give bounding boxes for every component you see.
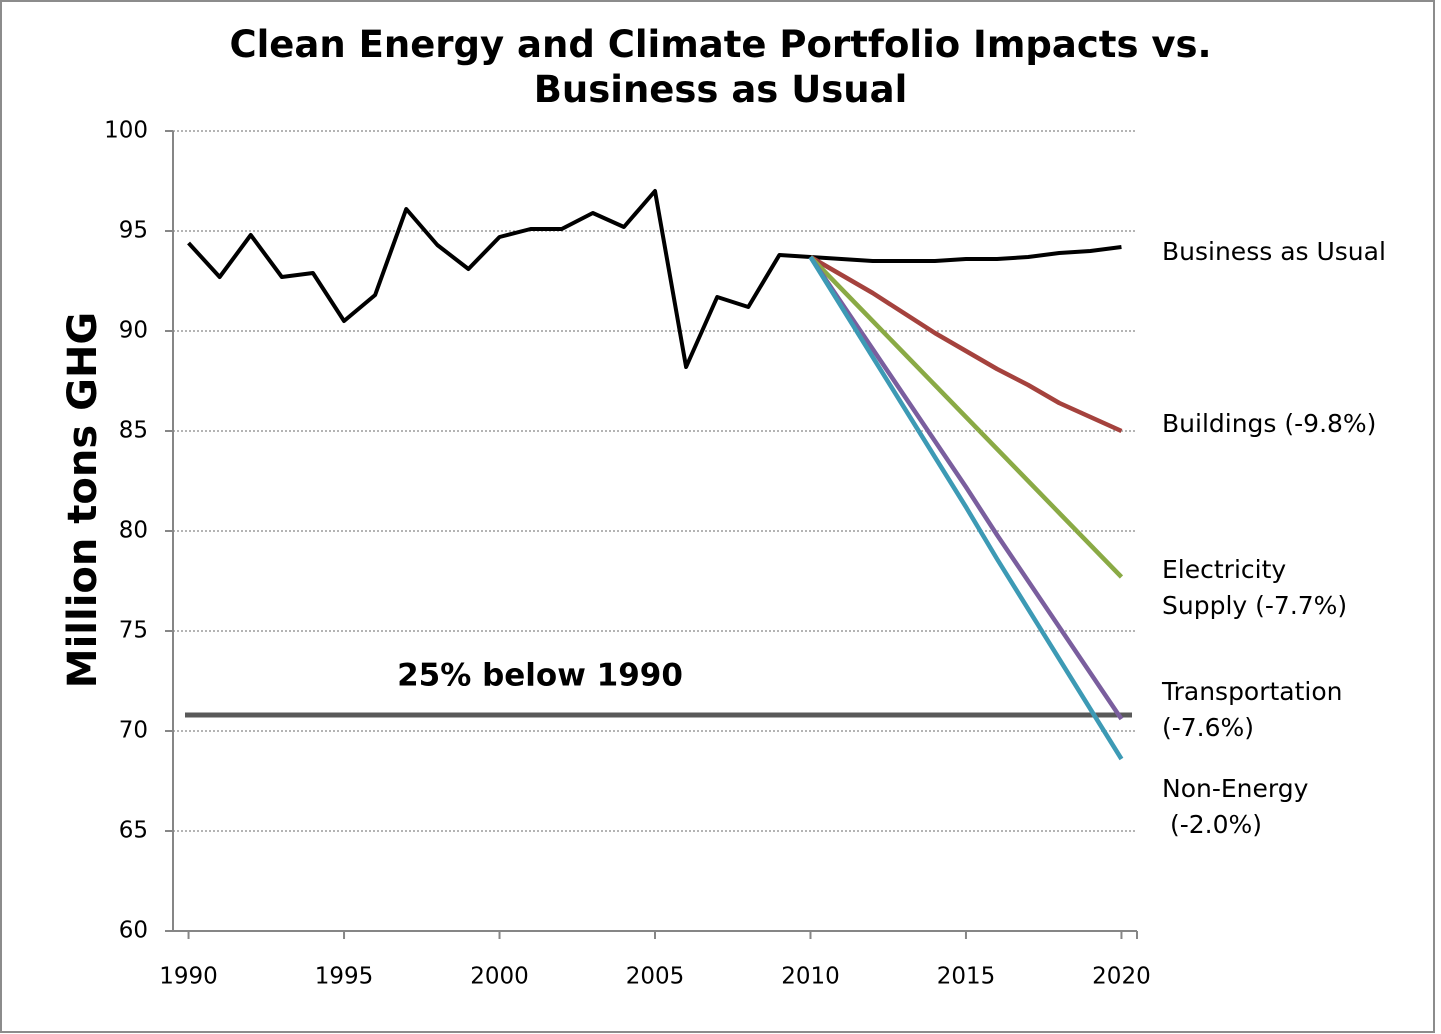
chart-title: Clean Energy and Climate Portfolio Impac… [229, 23, 1212, 111]
x-tick-label: 2020 [1092, 964, 1151, 990]
y-tick-label: 75 [119, 618, 148, 644]
y-tick-label: 100 [104, 118, 148, 144]
y-tick-label: 65 [119, 818, 148, 844]
series-label: Transportation (-7.6%) [1162, 677, 1343, 742]
y-tick-label: 85 [119, 418, 148, 444]
y-tick-label: 70 [119, 718, 148, 744]
x-tick-label: 2015 [937, 964, 996, 990]
reference-label: 25% below 1990 [397, 658, 683, 694]
x-tick-label: 1990 [159, 964, 218, 990]
x-tick-label: 1995 [315, 964, 374, 990]
x-tick-label: 2010 [781, 964, 840, 990]
y-tick-label: 60 [119, 918, 148, 944]
series-line [808, 255, 1124, 579]
series-label: Business as Usual [1162, 237, 1386, 266]
y-tick-label: 80 [119, 518, 148, 544]
x-tick-label: 2000 [470, 964, 529, 990]
series-line [808, 255, 1124, 761]
series-line [808, 255, 1124, 721]
y-axis-label: Million tons GHG [60, 312, 106, 688]
series-line [809, 255, 1123, 434]
series-label: Buildings (-9.8%) [1162, 409, 1377, 438]
x-tick-label: 2005 [626, 964, 685, 990]
series-label: Electricity Supply (-7.7%) [1162, 555, 1348, 620]
y-tick-label: 95 [119, 218, 148, 244]
series-label: Non-Energy (-2.0%) [1162, 774, 1309, 839]
series-line [187, 189, 1122, 369]
y-tick-label: 90 [119, 318, 148, 344]
